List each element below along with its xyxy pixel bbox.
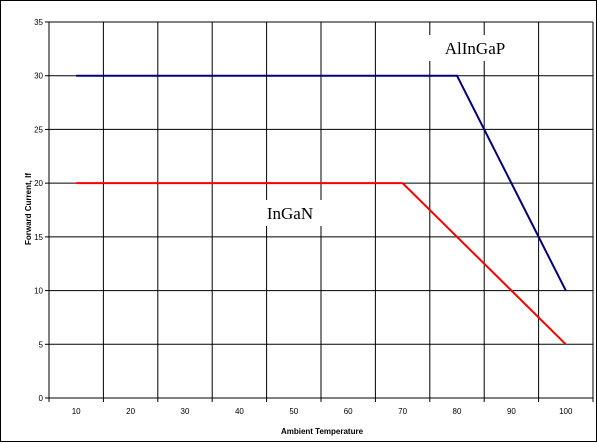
y-tick-label: 15: [34, 233, 43, 242]
y-tick-label: 25: [34, 125, 43, 134]
alingap-series-label: AlInGaP: [445, 39, 505, 58]
y-tick-label: 35: [34, 18, 43, 27]
alingap-label-background: [419, 35, 531, 61]
ingan-label-background: [247, 200, 333, 226]
x-tick-label: 80: [453, 407, 462, 416]
series-labels: AlInGaP InGaN: [247, 35, 531, 226]
y-tick-label: 20: [34, 179, 43, 188]
y-axis-title: Forward Current, If: [24, 173, 33, 245]
x-tick-label: 90: [507, 407, 516, 416]
ingan-series-label: InGaN: [267, 204, 313, 223]
x-tick-label: 70: [398, 407, 407, 416]
x-tick-label: 30: [181, 407, 190, 416]
y-tick-label: 0: [39, 394, 44, 403]
x-tick-label: 10: [72, 407, 81, 416]
x-tick-label: 60: [344, 407, 353, 416]
x-tick-label: 100: [559, 407, 573, 416]
series-line-alingap: [76, 74, 567, 292]
y-tick-label: 10: [34, 287, 43, 296]
x-tick-label: 40: [235, 407, 244, 416]
y-tick-label: 30: [34, 72, 43, 81]
x-tick-label: 20: [126, 407, 135, 416]
axes: 0 5 10 15 20 25 30 35 10 20 30 40 50 60 70 80 90 100: [34, 18, 594, 416]
y-tick-label: 5: [39, 340, 44, 349]
series-lines: [76, 74, 567, 345]
x-tick-label: 50: [289, 407, 298, 416]
series-line-ingan: [76, 182, 567, 345]
x-axis-title: Ambient Temperature: [281, 427, 364, 436]
